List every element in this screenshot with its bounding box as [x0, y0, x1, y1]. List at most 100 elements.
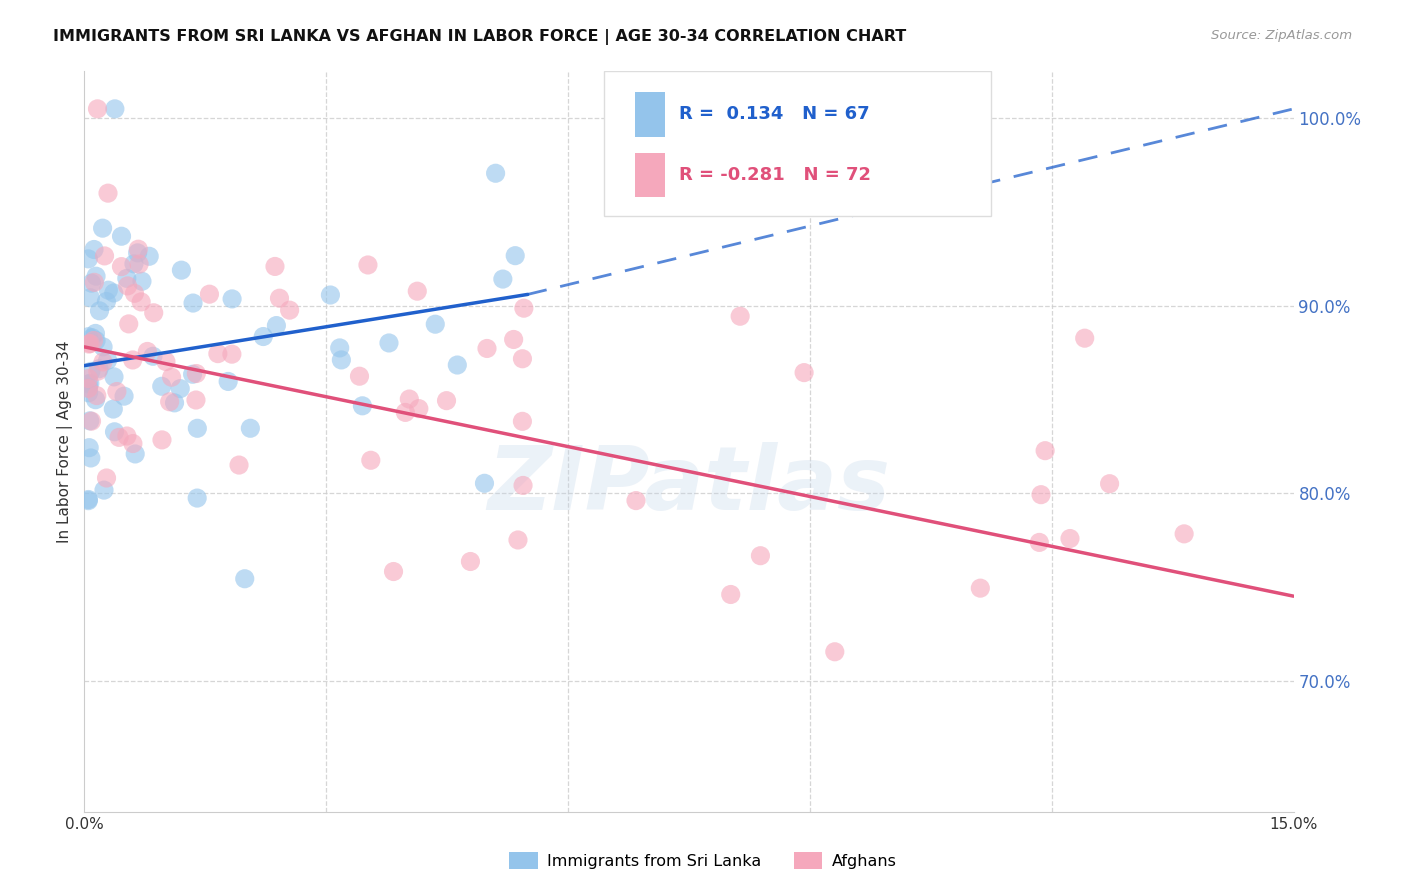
Point — [93, 483, 115, 497]
Point — [87, 361, 110, 376]
Point — [503, 249, 526, 263]
Point — [1173, 526, 1195, 541]
Point — [77, 381, 100, 395]
Point — [1029, 488, 1052, 502]
Point — [207, 346, 229, 360]
Point — [474, 476, 496, 491]
Point — [118, 317, 141, 331]
Point — [382, 565, 405, 579]
Point — [97, 186, 120, 201]
Point — [502, 333, 524, 347]
Point — [124, 286, 146, 301]
Point — [103, 285, 125, 300]
Point — [228, 458, 250, 472]
Point — [117, 279, 139, 293]
Point — [108, 430, 131, 444]
Point — [105, 384, 128, 399]
Text: R =  0.134   N = 67: R = 0.134 N = 67 — [679, 105, 870, 123]
Point — [86, 388, 108, 402]
Point — [83, 243, 105, 257]
Point — [475, 342, 498, 356]
Text: R = -0.281   N = 72: R = -0.281 N = 72 — [679, 166, 872, 184]
Point — [84, 269, 107, 284]
Point — [77, 441, 100, 455]
Point — [163, 396, 186, 410]
Point — [506, 533, 529, 547]
Point — [329, 341, 352, 355]
Point — [793, 366, 815, 380]
Point — [80, 450, 103, 465]
Point — [266, 318, 288, 333]
Point — [91, 340, 114, 354]
Point — [87, 364, 110, 378]
Point — [104, 102, 127, 116]
Point — [129, 294, 152, 309]
Point — [150, 379, 173, 393]
Point — [128, 257, 150, 271]
Point — [155, 354, 177, 368]
Point — [425, 317, 447, 331]
Point — [93, 249, 115, 263]
Point — [969, 581, 991, 595]
Point — [186, 367, 208, 381]
Point — [127, 242, 149, 256]
Point — [142, 349, 165, 363]
Point — [436, 393, 458, 408]
Point — [278, 303, 301, 318]
Point — [77, 329, 100, 343]
Point — [512, 351, 534, 366]
Point — [84, 392, 107, 407]
Point — [86, 102, 108, 116]
Point — [624, 493, 647, 508]
Point — [408, 401, 430, 416]
Point — [252, 329, 274, 343]
Point — [406, 284, 429, 298]
Point — [77, 385, 100, 400]
Point — [84, 326, 107, 341]
FancyBboxPatch shape — [605, 71, 991, 216]
Point — [181, 368, 204, 382]
FancyBboxPatch shape — [634, 153, 665, 197]
Point — [77, 381, 100, 395]
Point — [115, 271, 138, 285]
Point — [349, 369, 371, 384]
Point — [512, 414, 534, 428]
Point — [239, 421, 262, 435]
Point — [83, 334, 105, 348]
Point — [357, 258, 380, 272]
Point — [824, 645, 846, 659]
Point — [142, 306, 165, 320]
Point — [96, 471, 118, 485]
Point — [217, 375, 239, 389]
Point — [91, 221, 114, 235]
Point — [749, 549, 772, 563]
Point — [79, 291, 101, 305]
Point — [96, 294, 118, 309]
Point — [84, 334, 107, 348]
Point — [80, 364, 103, 378]
Text: ZIPatlas: ZIPatlas — [488, 442, 890, 530]
Point — [77, 252, 100, 266]
Point — [122, 436, 145, 450]
Point — [169, 382, 191, 396]
Point — [198, 287, 221, 301]
Point — [512, 478, 534, 492]
Point — [1073, 331, 1095, 345]
Point — [79, 414, 101, 428]
Point — [264, 260, 287, 274]
Point — [170, 263, 193, 277]
Point — [360, 453, 382, 467]
Point — [233, 572, 256, 586]
Point — [77, 377, 100, 392]
Point — [221, 292, 243, 306]
Point — [720, 587, 742, 601]
Point — [513, 301, 536, 315]
Point — [378, 335, 401, 350]
Point — [186, 421, 208, 435]
Point — [1028, 535, 1050, 549]
Point — [115, 429, 138, 443]
Point — [136, 344, 159, 359]
Point — [460, 554, 482, 568]
Point — [112, 389, 135, 403]
Point — [77, 337, 100, 351]
